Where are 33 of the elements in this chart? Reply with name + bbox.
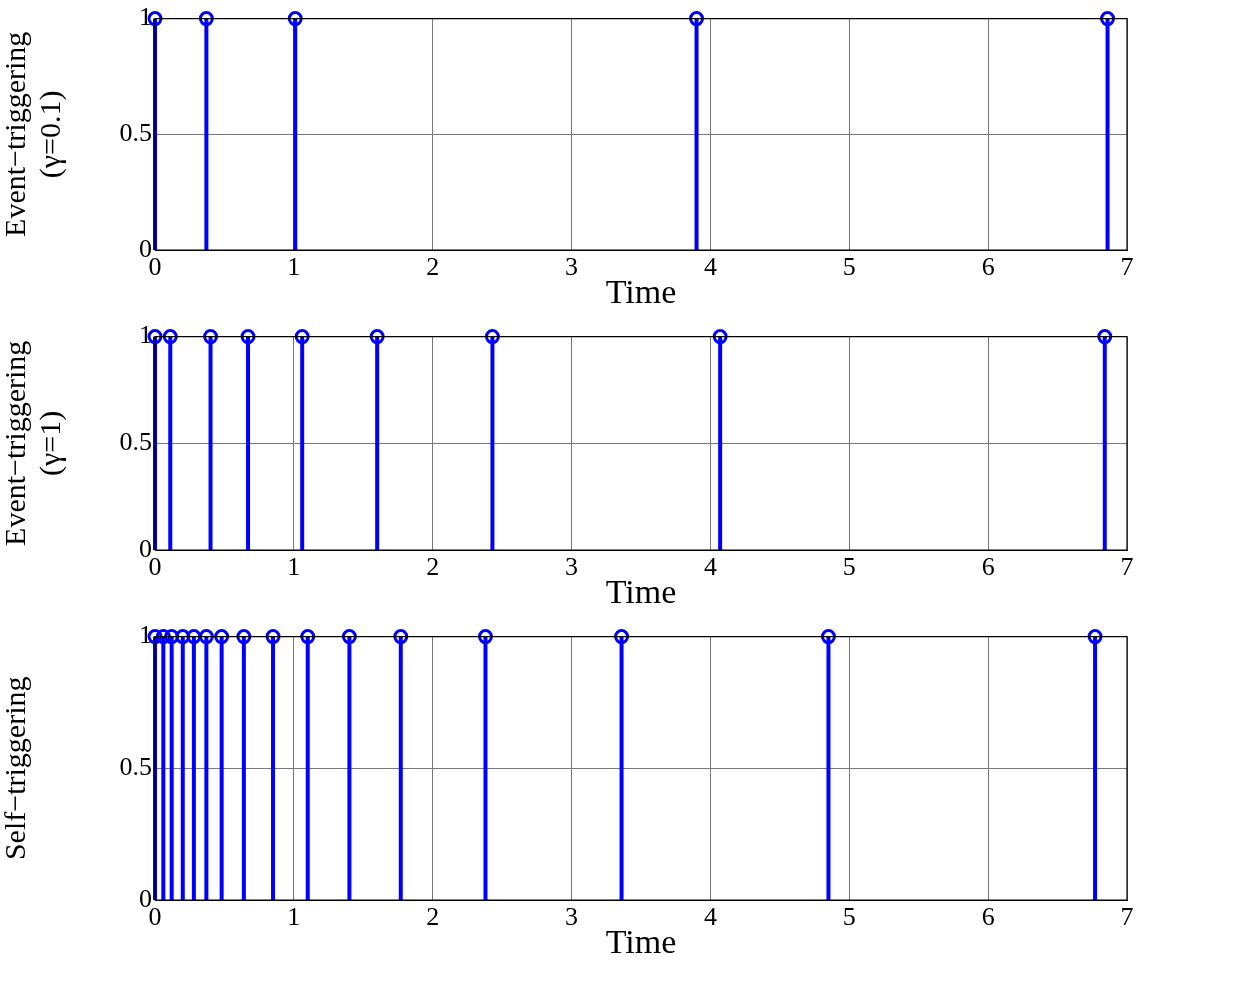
x-tick-label: 7 [1120, 902, 1134, 932]
x-tick-label: 3 [565, 902, 579, 932]
x-tick-label: 7 [1120, 252, 1134, 282]
y-tick-label: 1 [139, 620, 152, 650]
y-tick-label: 0.5 [119, 118, 152, 148]
x-tick-label: 3 [565, 552, 579, 582]
x-tick-label: 6 [981, 252, 995, 282]
y-axis-title: Event−triggering (γ=1) [0, 340, 67, 546]
x-tick-label: 5 [842, 552, 856, 582]
x-tick-label: 1 [287, 252, 301, 282]
x-tick-label: 2 [426, 252, 440, 282]
y-tick-label: 1 [139, 320, 152, 350]
x-tick-label: 1 [287, 552, 301, 582]
y-axis-title: Event−triggering (γ=0.1) [0, 31, 67, 237]
x-tick-label: 6 [981, 552, 995, 582]
x-axis-title: Time [605, 572, 677, 610]
x-axis-title: Time [605, 272, 677, 310]
x-tick-label: 3 [565, 252, 579, 282]
x-tick-label: 4 [703, 252, 717, 282]
x-tick-label: 2 [426, 552, 440, 582]
x-tick-label: 5 [842, 902, 856, 932]
y-tick-label: 1 [139, 2, 152, 32]
x-tick-label: 5 [842, 252, 856, 282]
x-tick-label: 4 [703, 902, 717, 932]
x-axis-title: Time [605, 922, 677, 960]
y-tick-label: 0.5 [119, 427, 152, 457]
y-axis-title: Self−triggering [0, 676, 32, 861]
x-tick-label: 6 [981, 902, 995, 932]
x-tick-label: 2 [426, 902, 440, 932]
x-tick-label: 1 [287, 902, 301, 932]
x-tick-label: 4 [703, 552, 717, 582]
y-tick-label: 0.5 [119, 752, 152, 782]
x-tick-label: 7 [1120, 552, 1134, 582]
